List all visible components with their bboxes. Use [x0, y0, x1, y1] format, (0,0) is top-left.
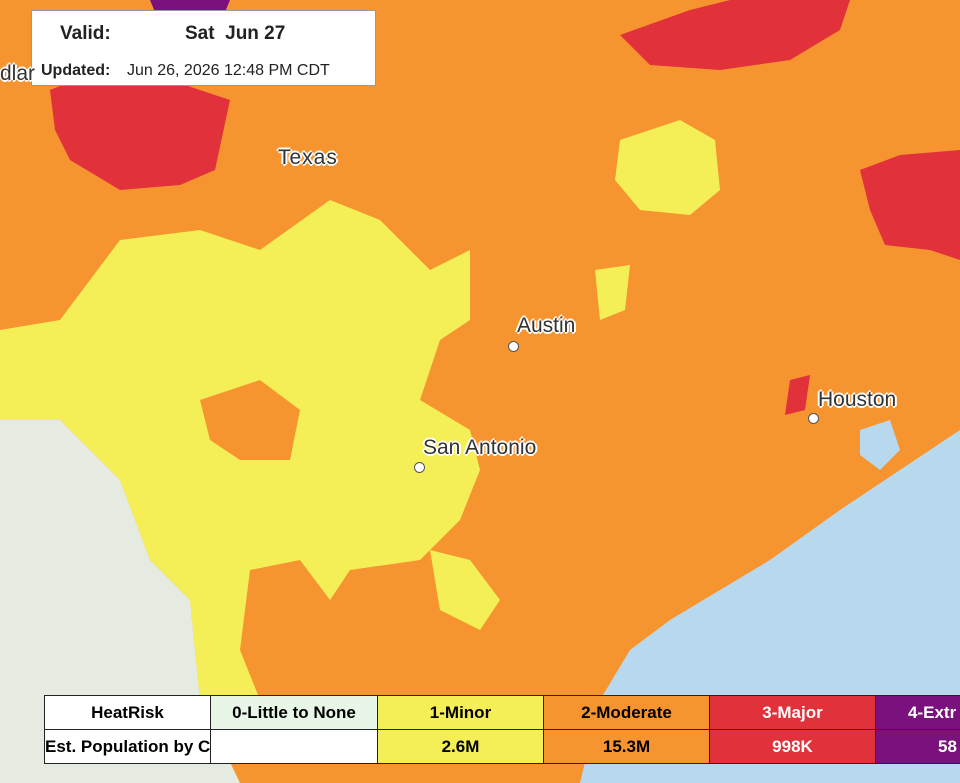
legend-population-row: Est. Population by Category 2.6M 15.3M 9…: [44, 729, 960, 764]
legend-cell: 0-Little to None: [210, 695, 378, 730]
city-marker: [808, 413, 819, 424]
major-area: [860, 150, 960, 260]
legend-cell: 3-Major: [709, 695, 876, 730]
extreme-area: [150, 0, 230, 12]
legend-cell: 998K: [709, 729, 876, 764]
city-marker: [508, 341, 519, 352]
updated-time: Jun 26, 2026 12:48 PM CDT: [127, 62, 330, 79]
moderate-area: [200, 380, 300, 460]
state-label: Texas: [278, 146, 338, 169]
valid-label: Valid:: [60, 23, 111, 44]
city-label: Houston: [818, 388, 897, 411]
major-area: [620, 0, 850, 70]
legend-cell: 2-Moderate: [543, 695, 710, 730]
city-label: San Antonio: [423, 436, 537, 459]
legend-cell: [210, 729, 378, 764]
minor-area: [595, 265, 630, 320]
minor-area: [430, 550, 500, 630]
land: [0, 420, 240, 783]
major-area: [50, 70, 230, 190]
city-label: Austin: [517, 314, 576, 337]
water: [580, 430, 960, 783]
legend-header-row: HeatRisk 0-Little to None 1-Minor 2-Mode…: [44, 695, 960, 730]
city-label: dlar: [0, 62, 36, 85]
legend-cell: HeatRisk: [44, 695, 211, 730]
info-box: Valid: Sat Jun 27 Updated: Jun 26, 2026 …: [31, 10, 376, 86]
legend-cell: 58: [875, 729, 960, 764]
updated-label: Updated:: [41, 62, 111, 79]
legend-cell: 1-Minor: [377, 695, 544, 730]
city-marker: [414, 462, 425, 473]
legend-cell: Est. Population by Category: [44, 729, 211, 764]
legend-table: HeatRisk 0-Little to None 1-Minor 2-Mode…: [44, 695, 960, 764]
major-area: [785, 375, 810, 415]
bay: [860, 420, 900, 470]
legend-cell: 15.3M: [543, 729, 710, 764]
legend-cell: 4-Extr: [875, 695, 960, 730]
valid-date: Sat Jun 27: [185, 23, 286, 44]
minor-area: [615, 120, 720, 215]
legend-cell: 2.6M: [377, 729, 544, 764]
